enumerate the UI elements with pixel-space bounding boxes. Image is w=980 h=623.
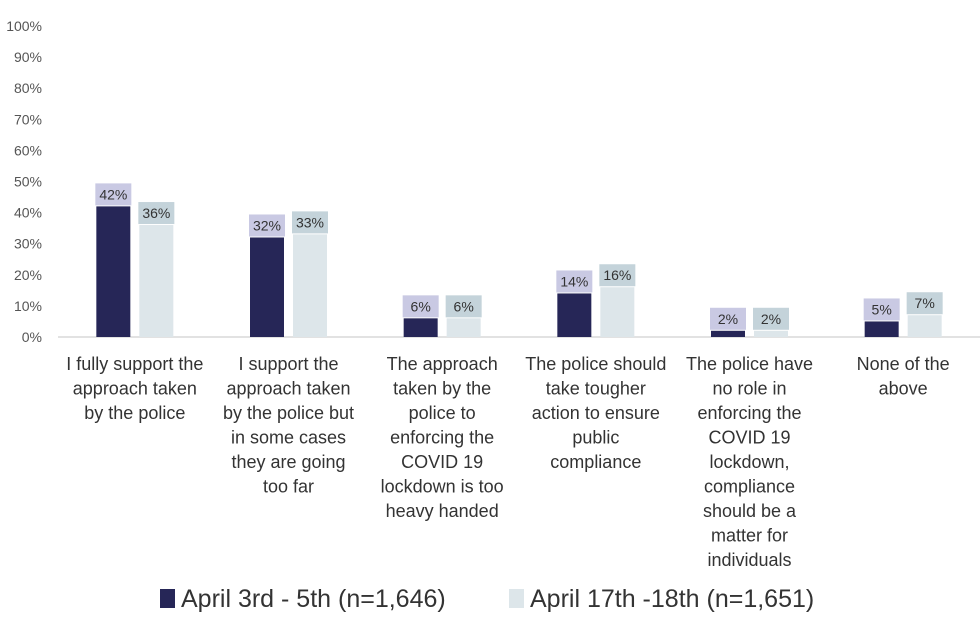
category-label-line: above xyxy=(879,379,928,399)
data-label-bg xyxy=(95,183,132,206)
category-label-line: police to xyxy=(409,403,476,423)
category-label-line: I support the xyxy=(238,354,338,374)
bar-series-1-6 xyxy=(864,321,899,337)
y-axis: 0% 10% 20% 30% 40% 50% 60% 70% 80% 90% 100% xyxy=(6,18,42,345)
bar-series-2-6 xyxy=(907,315,942,337)
data-label-bg xyxy=(906,292,943,315)
data-label: 32% xyxy=(253,217,281,233)
y-tick-label: 100% xyxy=(6,18,42,34)
data-label-bg xyxy=(753,307,789,330)
y-tick-label: 20% xyxy=(14,267,42,283)
y-tick-label: 70% xyxy=(14,111,42,127)
category-label-line: I fully support the xyxy=(66,354,203,374)
y-tick-label: 50% xyxy=(14,174,42,190)
category-label: The approach taken by the police to enforci… xyxy=(381,354,504,521)
y-tick-label: 0% xyxy=(22,329,42,345)
category-label-line: The approach xyxy=(387,354,498,374)
category-label-line: individuals xyxy=(707,550,791,570)
category-label: None of the above xyxy=(857,354,950,399)
data-label: 16% xyxy=(603,267,631,283)
category-label-line: in some cases xyxy=(231,428,346,448)
category-label: The police should take tougher action to e… xyxy=(525,354,666,472)
category-label-line: The police should xyxy=(525,354,666,374)
data-label-bg xyxy=(402,295,439,318)
category-label-line: COVID 19 xyxy=(708,428,790,448)
category-label-line: enforcing the xyxy=(390,428,494,448)
bar-series-2-3 xyxy=(446,318,481,337)
category-label-line: The police have xyxy=(686,354,813,374)
data-label-bg xyxy=(599,264,636,287)
category-label-line: taken by the xyxy=(393,379,491,399)
category-label-line: should be a xyxy=(703,501,797,521)
bar-series-1-5 xyxy=(711,330,745,337)
bar-series-1-4 xyxy=(557,293,592,337)
category-label-line: heavy handed xyxy=(386,501,499,521)
category-label-line: lockdown is too xyxy=(381,477,504,497)
y-tick-label: 90% xyxy=(14,49,42,65)
category-label-line: action to ensure xyxy=(532,403,660,423)
category-label-line: enforcing the xyxy=(697,403,801,423)
data-label-bg xyxy=(556,270,593,293)
category-label-line: take tougher xyxy=(546,379,646,399)
data-label: 6% xyxy=(454,298,474,314)
data-label: 14% xyxy=(560,273,588,289)
bar-series-2-2 xyxy=(293,234,327,337)
category-label-line: too far xyxy=(263,477,314,497)
y-tick-label: 10% xyxy=(14,298,42,314)
legend: April 3rd - 5th (n=1,646) April 17th -18t… xyxy=(160,585,814,613)
legend-swatch xyxy=(160,589,175,608)
data-label: 5% xyxy=(872,301,892,317)
data-label: 2% xyxy=(761,311,781,327)
bar-series-1-1 xyxy=(96,206,131,337)
category-label-line: they are going xyxy=(231,452,345,472)
y-tick-label: 40% xyxy=(14,205,42,221)
data-label: 7% xyxy=(915,295,935,311)
y-tick-label: 80% xyxy=(14,80,42,96)
bar-series-1-2 xyxy=(250,237,284,337)
y-tick-label: 60% xyxy=(14,142,42,158)
category-label-line: public xyxy=(572,428,619,448)
data-label-bg xyxy=(292,211,328,234)
category-label-line: approach taken xyxy=(226,379,350,399)
data-label-bg xyxy=(138,202,175,225)
bar-series-2-5 xyxy=(754,330,788,337)
legend-label: April 3rd - 5th (n=1,646) xyxy=(181,585,446,613)
data-label: 6% xyxy=(411,298,431,314)
category-label-line: by the police xyxy=(84,403,185,423)
category-label-line: None of the xyxy=(857,354,950,374)
category-label: I fully support the approach taken by the … xyxy=(66,354,203,423)
data-label-bg xyxy=(445,295,482,318)
category-label-line: no role in xyxy=(712,379,786,399)
bars-group: 42% 36% 32% 33% 6% 6% 14% 16% 2% 2% 5% 7% xyxy=(95,183,943,337)
data-label: 2% xyxy=(718,311,738,327)
legend-swatch xyxy=(509,589,524,608)
category-label-line: COVID 19 xyxy=(401,452,483,472)
category-label-line: compliance xyxy=(704,477,795,497)
category-label-line: matter for xyxy=(711,526,788,546)
data-label-bg xyxy=(863,298,900,321)
category-label-line: approach taken xyxy=(73,379,197,399)
bar-series-2-4 xyxy=(600,287,635,337)
data-label: 33% xyxy=(296,214,324,230)
y-tick-label: 30% xyxy=(14,236,42,252)
data-label: 36% xyxy=(142,205,170,221)
category-label-line: lockdown, xyxy=(709,452,789,472)
data-label-bg xyxy=(710,307,746,330)
category-label: The police have no role in enforcing the CO… xyxy=(686,354,813,570)
bar-series-1-3 xyxy=(403,318,438,337)
category-label-line: by the police but xyxy=(223,403,354,423)
legend-label: April 17th -18th (n=1,651) xyxy=(530,585,814,613)
bar-series-2-1 xyxy=(139,225,174,337)
category-label: I support the approach taken by the police… xyxy=(223,354,354,497)
category-label-line: compliance xyxy=(550,452,641,472)
data-label: 42% xyxy=(99,186,127,202)
category-labels: I fully support the approach taken by the … xyxy=(66,354,949,570)
data-label-bg xyxy=(249,214,285,237)
